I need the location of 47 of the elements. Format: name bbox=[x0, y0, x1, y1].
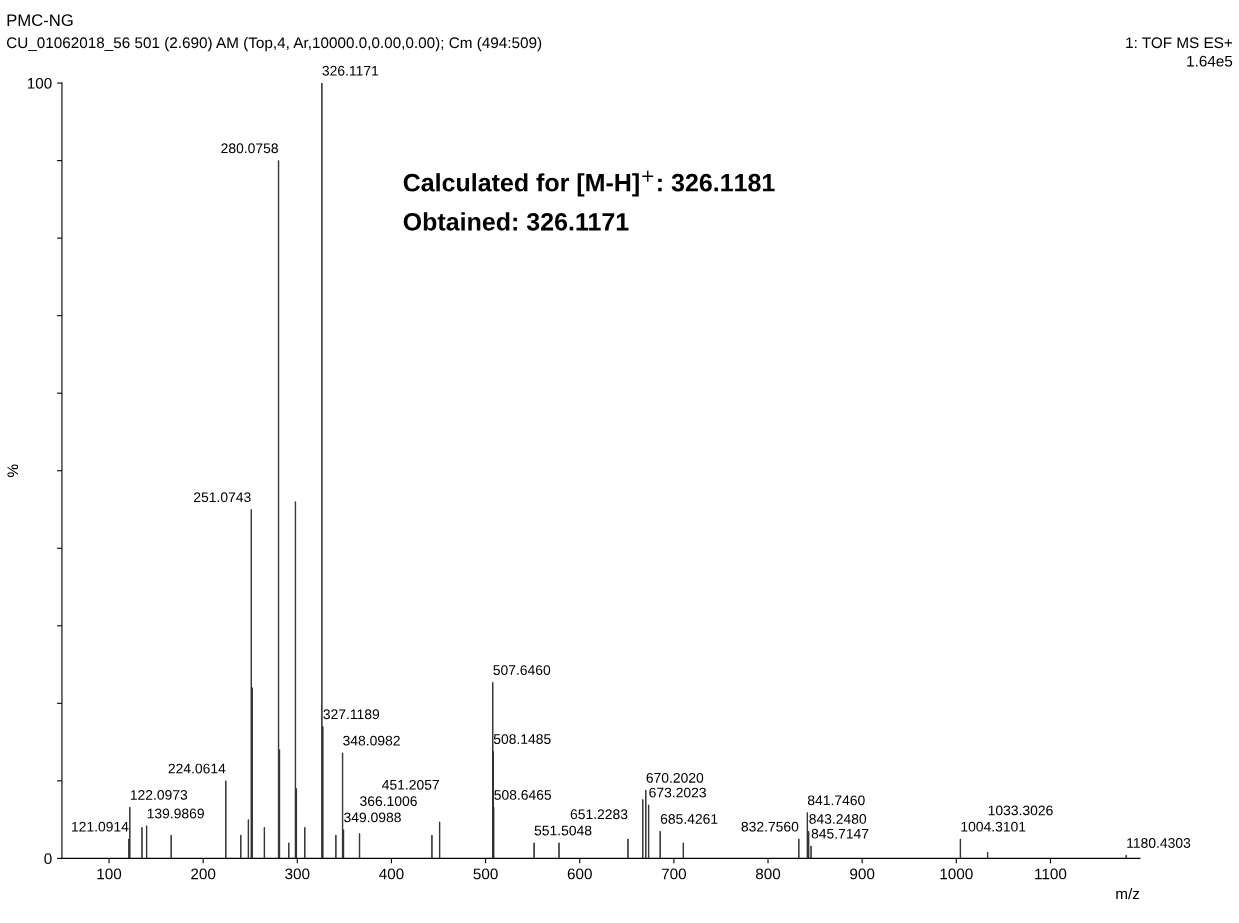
text: 1.64e5 bbox=[1187, 55, 1233, 67]
annotation: 139.9869 bbox=[147, 808, 204, 819]
annotation: 651.2283 bbox=[570, 809, 628, 820]
annotation: 326.1171 bbox=[322, 65, 379, 76]
annotation: 843.2480 bbox=[809, 814, 867, 824]
x-tick-label: 500 bbox=[473, 868, 498, 880]
annotation: 845.7147 bbox=[811, 828, 869, 839]
y-tick-label: 0 bbox=[44, 853, 52, 865]
annotation: 327.1189 bbox=[323, 709, 380, 720]
annotation: 451.2057 bbox=[382, 779, 439, 790]
x-tick-label: 1100 bbox=[1035, 868, 1067, 880]
annotation: 1180.4303 bbox=[1127, 838, 1191, 848]
x-tick-label: 400 bbox=[379, 868, 404, 880]
x-tick-label: 800 bbox=[755, 868, 781, 880]
annotation: 224.0614 bbox=[168, 763, 226, 774]
chart-title: PMC-NG bbox=[7, 14, 73, 27]
text: 1: TOF MS ES+ bbox=[1126, 37, 1233, 49]
annotation: 280.0758 bbox=[221, 143, 278, 154]
x-tick-label: 200 bbox=[191, 868, 216, 880]
annotation: 349.0988 bbox=[344, 812, 401, 823]
annotation: Obtained: 326.1171 bbox=[403, 212, 629, 231]
y-axis-title: % bbox=[7, 464, 19, 477]
x-tick-label: 1000 bbox=[940, 868, 973, 880]
annotation: 670.2020 bbox=[646, 772, 704, 783]
annotation: 685.4261 bbox=[660, 814, 718, 824]
annotation: 251.0743 bbox=[194, 492, 251, 503]
x-tick-label: 600 bbox=[567, 868, 592, 880]
x-axis-title: m/z bbox=[1116, 887, 1140, 900]
annotation: 841.7460 bbox=[807, 795, 865, 806]
x-tick-label: 900 bbox=[850, 868, 875, 880]
chart-subtitle: CU_01062018_56 501 (2.690) AM (Top,4, Ar,10000.0,0.00,0.00); Cm (494:509) bbox=[6, 36, 542, 52]
annotation: Calculated for [M-H]$^{+}$: 326.1181 bbox=[403, 170, 775, 197]
annotation: 121.0914 bbox=[72, 821, 129, 832]
annotation: 508.6465 bbox=[494, 789, 552, 800]
annotation: 832.7560 bbox=[741, 821, 799, 832]
annotation: 507.6460 bbox=[493, 665, 551, 675]
annotation: 122.0973 bbox=[130, 789, 188, 800]
x-tick-label: 300 bbox=[285, 868, 310, 880]
annotation: 1033.3026 bbox=[988, 805, 1053, 816]
x-tick-label: 700 bbox=[661, 868, 687, 880]
annotation: 366.1006 bbox=[360, 796, 417, 807]
annotation: 551.5048 bbox=[534, 825, 592, 836]
x-tick-label: 100 bbox=[97, 868, 122, 880]
annotation: 1004.3101 bbox=[961, 821, 1026, 832]
annotation: 508.1485 bbox=[493, 734, 551, 744]
annotation: 673.2023 bbox=[649, 787, 706, 798]
annotation: 348.0982 bbox=[343, 735, 400, 746]
